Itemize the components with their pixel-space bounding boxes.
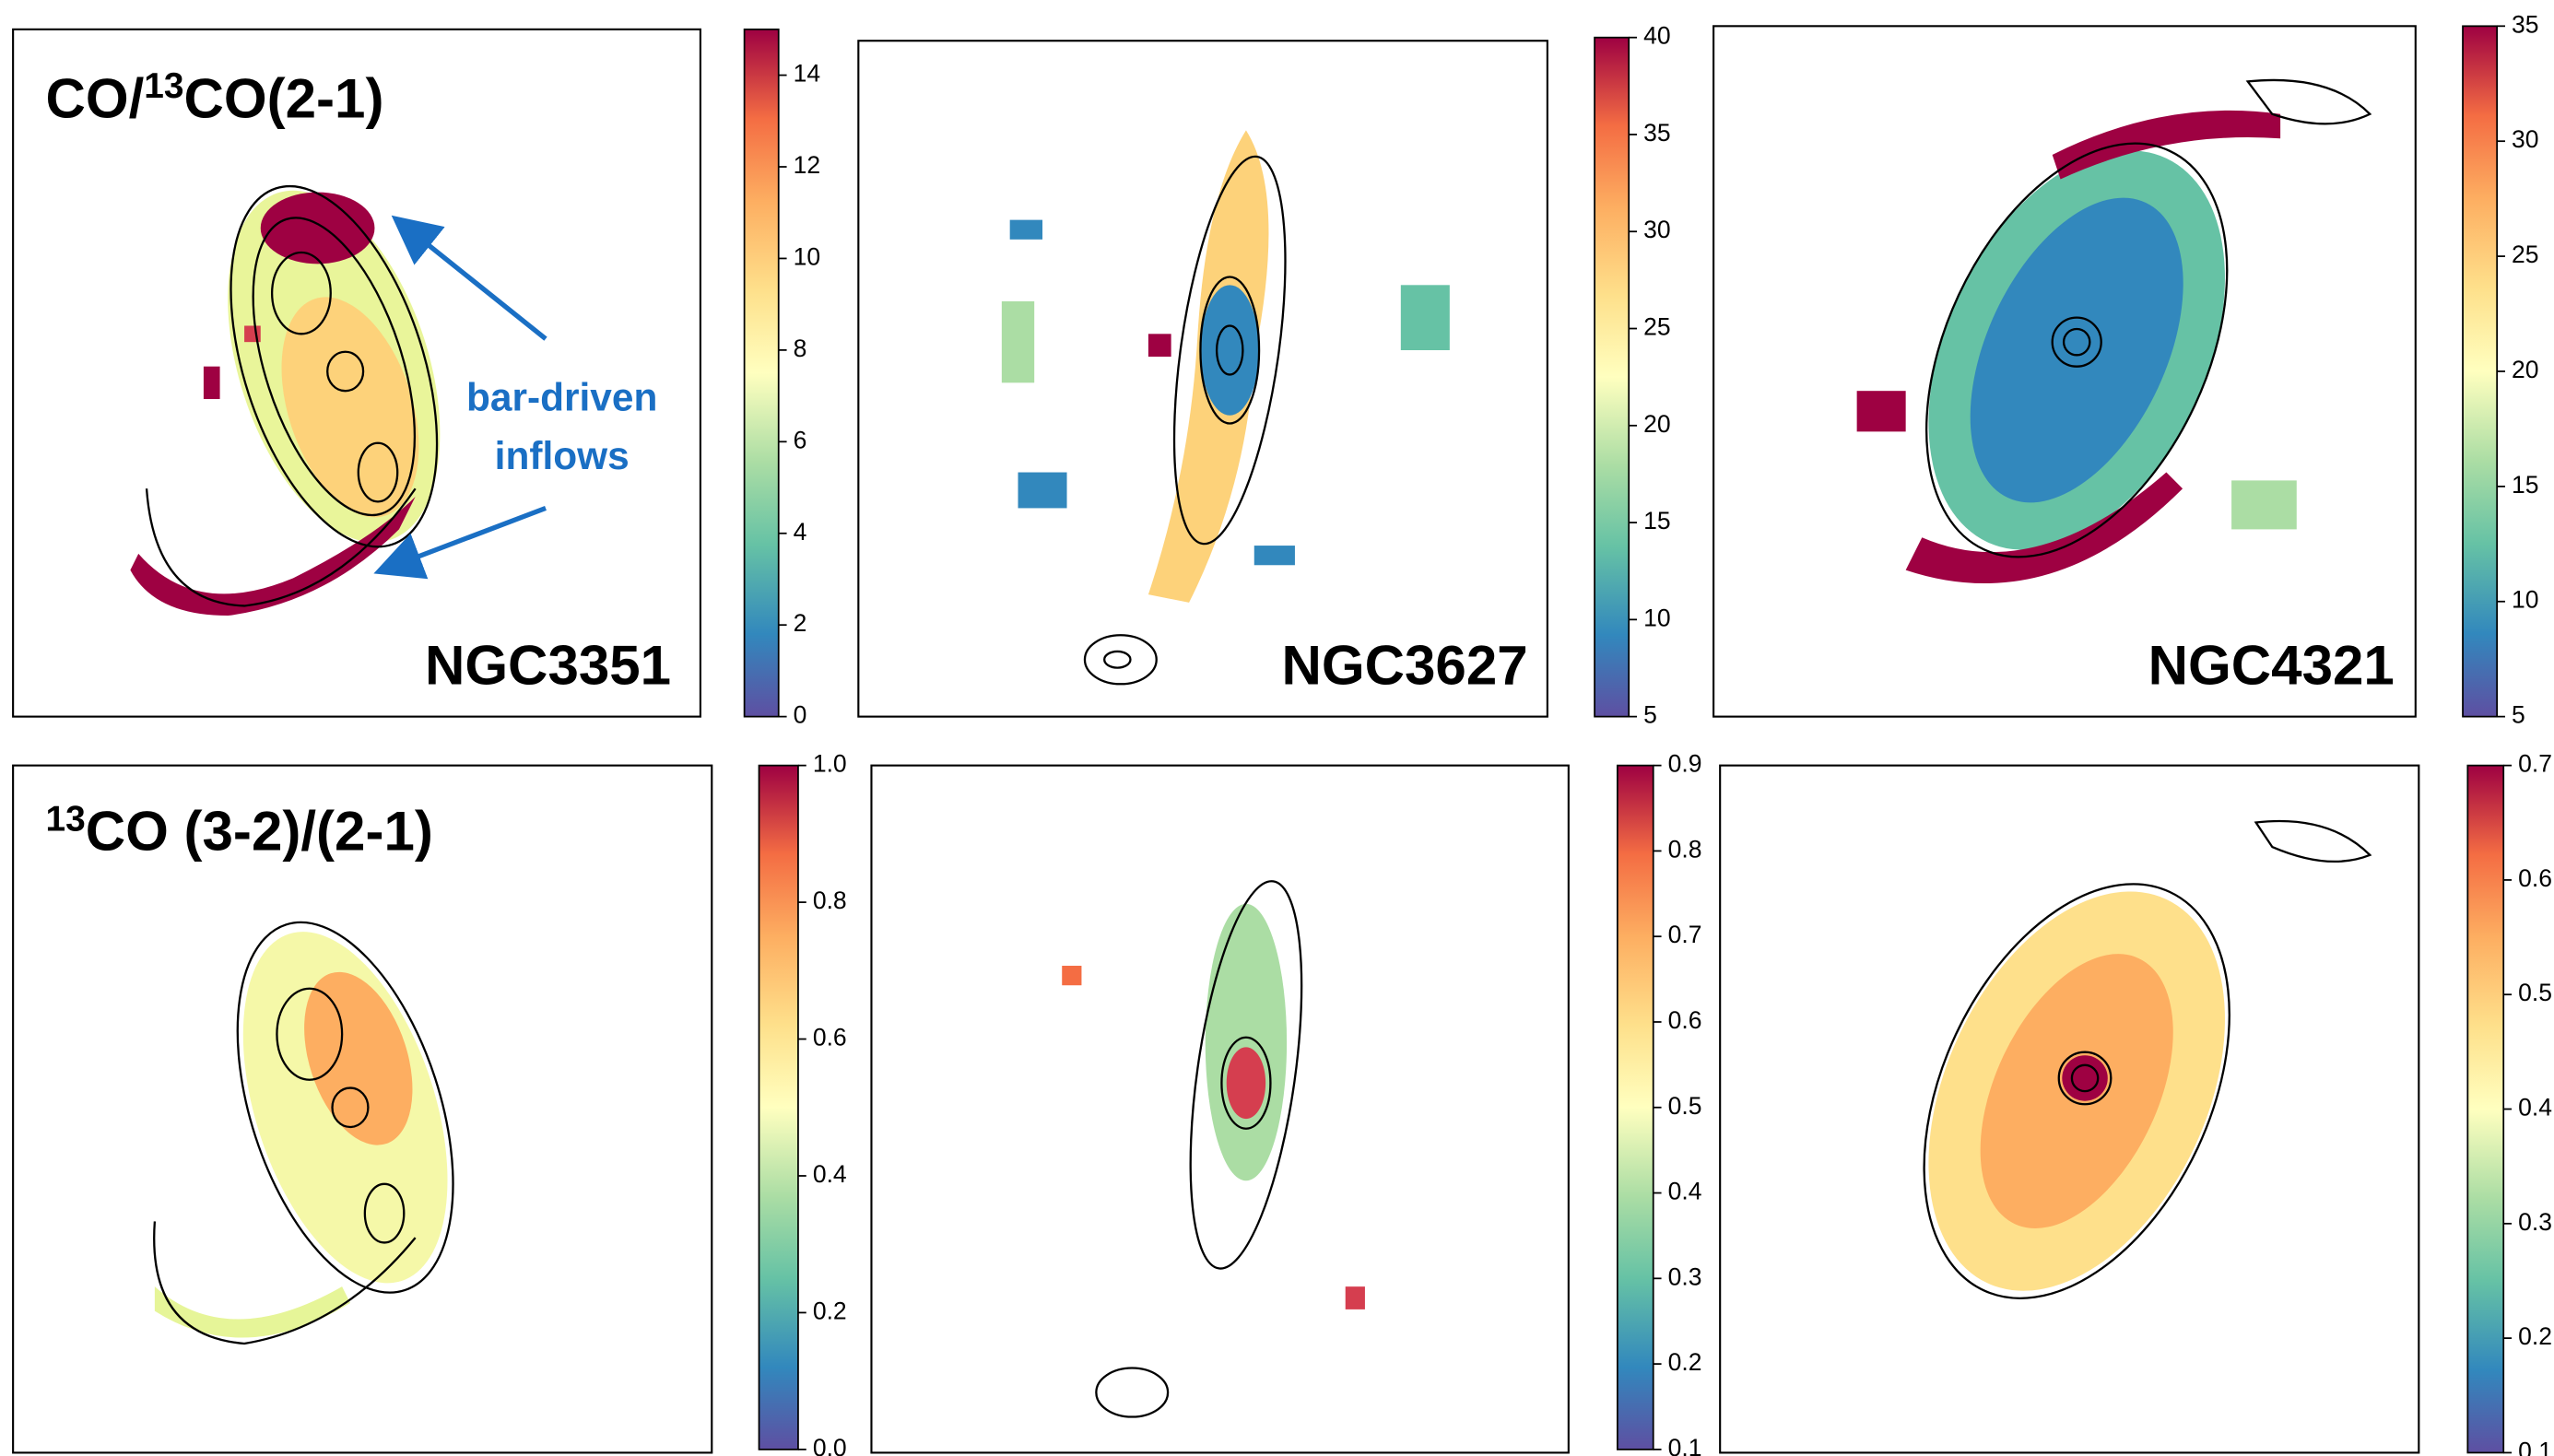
colorbar-tick-label: 0.6 [1668, 1006, 1702, 1034]
colorbar-tick-label: 10 [2512, 586, 2538, 614]
colorbar [2462, 25, 2499, 718]
colorbar-tick-label: 15 [2512, 471, 2538, 499]
colorbar-tick-label: 0.5 [1668, 1092, 1702, 1120]
map-frame [12, 28, 701, 718]
colorbar-tick-label: 0.8 [813, 887, 847, 914]
colorbar-tick-label: 0.9 [1668, 750, 1702, 778]
galaxy-label: NGC3627 [1281, 634, 1527, 696]
colorbar-tick-label: 1.0 [813, 750, 847, 778]
map-image [1856, 78, 2372, 584]
colorbar [1616, 764, 1654, 1450]
colorbar-tick-label: 8 [794, 335, 807, 362]
colorbar-tick-label: 35 [2512, 10, 2538, 38]
colorbar-tick-label: 20 [2512, 356, 2538, 383]
annotation: bar-driven [466, 375, 657, 418]
map-frame [1719, 764, 2420, 1454]
colorbar-tick-label: 2 [794, 609, 807, 637]
colorbar-tick-label: 15 [1643, 507, 1670, 534]
map-frame [1712, 25, 2417, 718]
colorbar-tick-label: 0.1 [2518, 1437, 2552, 1456]
map-image [153, 819, 2372, 1418]
colorbar [2466, 764, 2505, 1454]
colorbar-tick-label: 14 [794, 60, 820, 88]
colorbar-tick-label: 0.7 [1668, 921, 1702, 948]
colorbar [743, 28, 780, 718]
colorbar-tick-label: 0.1 [1668, 1434, 1702, 1456]
colorbar-tick-label: 25 [2512, 241, 2538, 268]
colorbar-tick-label: 0.4 [1668, 1178, 1702, 1205]
colorbar-tick-label: 6 [794, 426, 807, 453]
colorbar-tick-label: 20 [1643, 410, 1670, 438]
colorbar [758, 764, 799, 1450]
colorbar-tick-label: 5 [1643, 701, 1657, 729]
colorbar-tick-label: 0.5 [2518, 979, 2552, 1006]
annotation: inflows [495, 434, 630, 477]
colorbar [1594, 36, 1630, 718]
panel-title: 13CO (3-2)/(2-1) [45, 799, 432, 862]
colorbar-tick-label: 0.3 [2518, 1208, 2552, 1236]
map-frame [12, 764, 713, 1454]
map-frame [870, 764, 1570, 1454]
colorbar-tick-label: 0.6 [813, 1024, 847, 1051]
colorbar-tick-label: 0.2 [1668, 1348, 1702, 1376]
colorbar-tick-label: 0.2 [2518, 1322, 2552, 1350]
galaxy-label: NGC4321 [2148, 634, 2395, 696]
colorbars: 0 2 4 6 8 10 12 14 5 10 15 20 25 30 35 40 5 10 15 20 25 30 35 0… [743, 10, 2552, 1456]
map-image [1001, 130, 1450, 686]
colorbar-tick-label: 0.4 [2518, 1094, 2552, 1121]
colorbar-tick-label: 30 [2512, 125, 2538, 153]
colorbar-tick-label: 40 [1643, 22, 1670, 50]
colorbar-tick-label: 0.0 [813, 1434, 847, 1456]
colorbar-tick-label: 12 [794, 151, 820, 179]
colorbar-tick-label: 0.4 [813, 1160, 847, 1188]
colorbar-tick-label: 4 [794, 518, 807, 546]
map-frame [857, 40, 1548, 718]
colorbar-tick-label: 0.2 [813, 1297, 847, 1324]
colorbar-tick-label: 0 [794, 701, 807, 729]
colorbar-tick-label: 10 [794, 242, 820, 270]
colorbar-tick-label: 0.8 [1668, 835, 1702, 863]
colorbar-tick-label: 5 [2512, 701, 2525, 729]
colorbar-tick-label: 30 [1643, 216, 1670, 243]
map-image [130, 184, 547, 616]
colorbar-tick-label: 0.7 [2518, 750, 2552, 778]
panel-title: CO/13CO(2-1) [45, 66, 383, 129]
colorbar-tick-label: 10 [1643, 604, 1670, 631]
colorbar-tick-label: 25 [1643, 313, 1670, 341]
galaxy-label: NGC3351 [425, 634, 671, 696]
colorbar-tick-label: 35 [1643, 119, 1670, 147]
colorbar-tick-label: 0.3 [1668, 1262, 1702, 1290]
colorbar-tick-label: 0.6 [2518, 864, 2552, 892]
